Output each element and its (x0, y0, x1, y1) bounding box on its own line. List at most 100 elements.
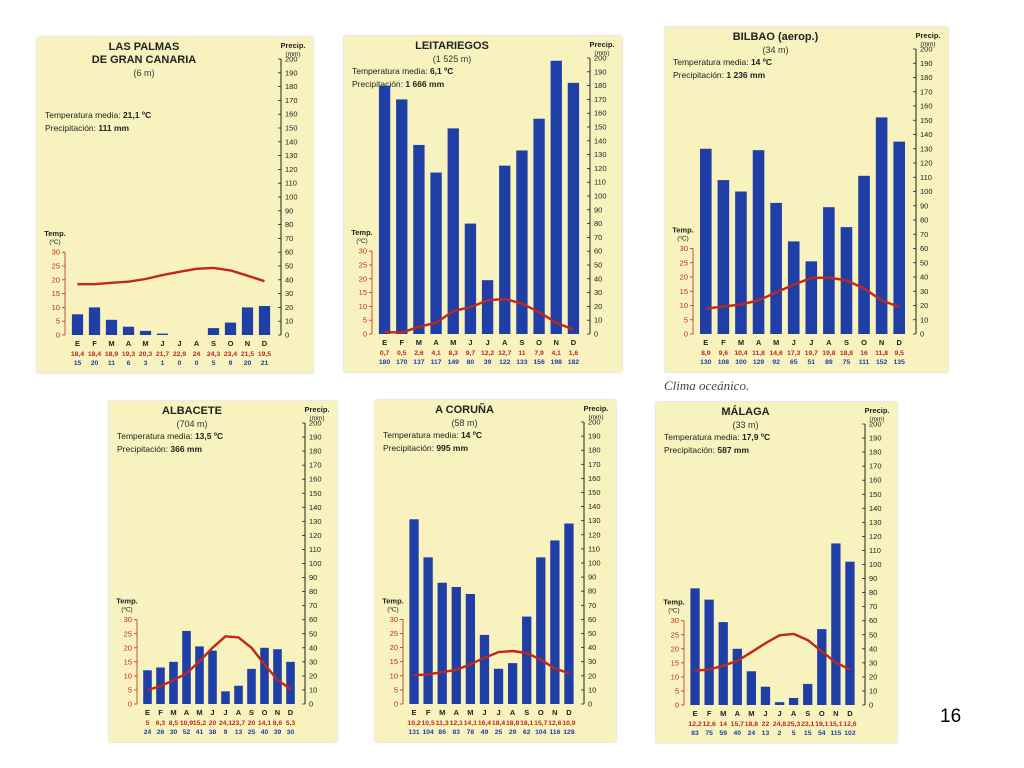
precipitation-bar (550, 60, 562, 334)
precipitation-value: 108 (718, 359, 730, 366)
mean-temperature-label: Temperatura media: (383, 430, 461, 440)
precipitation-value: 149 (448, 359, 460, 366)
precip-tick-label: 30 (309, 657, 317, 666)
temperature-value: 15,7 (731, 721, 744, 728)
precip-tick-label: 20 (588, 671, 596, 680)
precipitation-value: 5 (792, 730, 796, 737)
temperature-value: 2,6 (414, 350, 424, 357)
precipitation-bar (465, 594, 476, 704)
precipitation-value: 11 (108, 360, 115, 367)
temperature-value: 12,1 (450, 720, 463, 727)
precip-axis-title: Precip. (583, 404, 608, 413)
precip-tick-label: 190 (285, 68, 298, 77)
precip-tick-label: 110 (285, 179, 297, 188)
precipitation-value: 83 (691, 730, 699, 737)
precipitation-bar (447, 128, 459, 334)
precipitation-bar (234, 685, 243, 704)
month-label: O (819, 709, 825, 718)
month-label: A (510, 708, 516, 717)
precip-tick-label: 30 (588, 657, 596, 666)
precipitation-bar (516, 150, 528, 334)
precipitation-value: 115 (830, 730, 841, 737)
precip-tick-label: 120 (309, 531, 322, 540)
annual-precipitation: Precipitación: 111 mm (45, 123, 129, 133)
temp-axis-unit: (ºC) (356, 238, 367, 245)
precipitation-value: 0 (178, 360, 182, 367)
mean-temperature: Temperatura media: 14 ºC (673, 57, 772, 67)
mean-temperature: Temperatura media: 17,9 ºC (664, 432, 770, 442)
precip-tick-label: 180 (588, 446, 601, 455)
precipitation-bar (260, 647, 269, 704)
temperature-value: 24 (193, 351, 201, 358)
precipitation-value: 129 (753, 359, 765, 366)
month-label: A (454, 708, 460, 717)
mean-temperature-value: 13,5 ºC (194, 431, 224, 441)
temp-tick-label: 15 (390, 657, 398, 666)
precip-tick-label: 50 (869, 630, 877, 639)
temperature-value: 10,4 (734, 350, 747, 357)
caption: Clima oceánico. (664, 378, 750, 393)
precip-tick-label: 40 (309, 643, 317, 652)
precipitation-bar (273, 649, 282, 704)
precipitation-bar (746, 671, 757, 705)
precip-axis-title: Precip. (864, 406, 889, 415)
annual-precipitation-value: 587 mm (717, 445, 750, 455)
temperature-value: 15,7 (534, 720, 547, 727)
precipitation-value: 182 (568, 359, 580, 366)
precipitation-bar (195, 646, 204, 704)
precipitation-bar (550, 540, 560, 704)
temp-tick-label: 20 (390, 643, 398, 652)
precipitation-bar (451, 586, 461, 704)
annual-precipitation-value: 1 666 mm (405, 79, 445, 89)
precipitation-value: 24 (144, 729, 152, 736)
precipitation-value: 41 (196, 729, 204, 736)
precipitation-bar (241, 307, 254, 335)
precip-tick-label: 160 (920, 102, 933, 111)
precipitation-bar (536, 557, 546, 704)
temperature-value: 5 (146, 720, 150, 727)
mean-temperature-label: Temperatura media: (45, 110, 123, 120)
page-number: 16 (940, 706, 962, 727)
precip-tick-label: 50 (588, 629, 596, 638)
precipitation-bar (378, 85, 391, 334)
temp-tick-label: 30 (359, 247, 367, 256)
precipitation-value: 92 (772, 359, 780, 366)
precip-tick-label: 100 (920, 187, 933, 196)
precipitation-value: 80 (467, 359, 475, 366)
temperature-value: 15,2 (193, 720, 206, 727)
precipitation-bar (430, 172, 442, 334)
precip-tick-label: 50 (594, 261, 602, 270)
station-name: LAS PALMAS DE GRAN CANARIA (91, 41, 197, 66)
temp-tick-label: 10 (671, 672, 679, 681)
month-label: M (170, 708, 176, 717)
precipitation-bar (567, 82, 580, 334)
month-label: N (879, 338, 884, 347)
precipitation-value: 52 (183, 729, 191, 736)
annual-precipitation: Precipitación: 587 mm (664, 445, 749, 455)
mean-temperature-value: 14 ºC (460, 430, 483, 440)
temp-axis-unit: (ºC) (387, 606, 398, 613)
precipitation-bar (817, 629, 827, 705)
precip-tick-label: 180 (869, 448, 882, 457)
precip-tick-label: 150 (285, 124, 298, 133)
temperature-value: 25,3 (787, 721, 800, 728)
temp-tick-label: 15 (671, 658, 679, 667)
precip-tick-label: 60 (869, 616, 877, 625)
climograph-svg: 0102030405060708090100110120130140150160… (382, 404, 608, 736)
precipitation-value: 38 (209, 729, 217, 736)
precipitation-bar (803, 683, 813, 705)
precipitation-value: 6 (127, 360, 131, 367)
precip-tick-label: 0 (920, 330, 924, 339)
precipitation-value: 25 (248, 729, 256, 736)
precipitation-value: 78 (467, 729, 475, 736)
temperature-value: 23,7 (232, 720, 245, 727)
precip-tick-label: 180 (285, 82, 298, 91)
precip-tick-label: 110 (594, 178, 606, 187)
temperature-value: 18,1 (520, 720, 533, 727)
precipitation-value: 5 (212, 360, 216, 367)
precip-tick-label: 50 (920, 258, 928, 267)
precipitation-bar (423, 557, 433, 704)
precipitation-bar (845, 561, 855, 705)
temperature-value: 0,5 (397, 350, 407, 357)
month-label: J (160, 339, 164, 348)
